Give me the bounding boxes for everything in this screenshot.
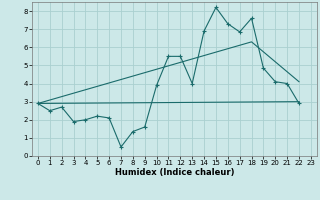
X-axis label: Humidex (Indice chaleur): Humidex (Indice chaleur) bbox=[115, 168, 234, 177]
